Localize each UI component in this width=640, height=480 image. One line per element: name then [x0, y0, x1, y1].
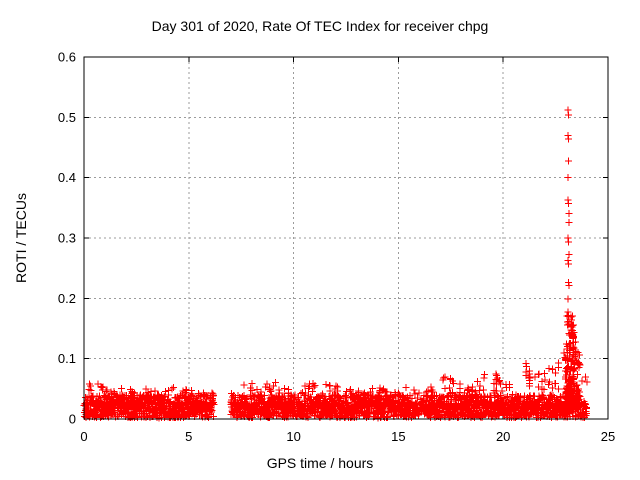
- y-tick-label: 0.3: [58, 231, 76, 246]
- y-tick-label: 0.2: [58, 291, 76, 306]
- x-tick-label: 20: [496, 429, 510, 444]
- y-tick-label: 0.5: [58, 110, 76, 125]
- x-tick-label: 25: [601, 429, 615, 444]
- x-tick-label: 15: [391, 429, 405, 444]
- y-tick-label: 0.4: [58, 170, 76, 185]
- x-axis-label: GPS time / hours: [266, 455, 374, 471]
- x-tick-label: 5: [185, 429, 192, 444]
- roti-data-points: [80, 106, 591, 422]
- y-tick-label: 0.6: [58, 50, 76, 65]
- x-tick-label: 0: [80, 429, 87, 444]
- x-tick-label: 10: [286, 429, 300, 444]
- chart-title: Day 301 of 2020, Rate Of TEC Index for r…: [151, 18, 489, 34]
- y-tick-label: 0: [69, 412, 76, 427]
- plot-border: [83, 56, 609, 420]
- y-tick-label: 0.1: [58, 351, 76, 366]
- grid-lines: [84, 57, 608, 419]
